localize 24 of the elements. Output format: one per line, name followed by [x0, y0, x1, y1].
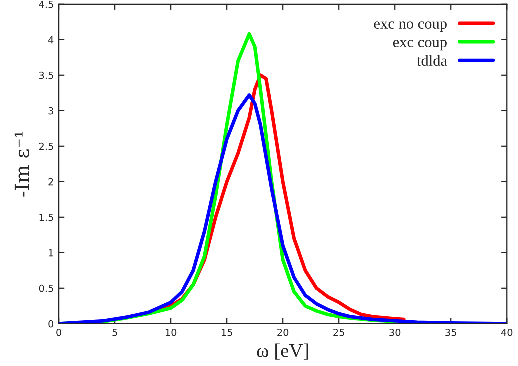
x-tick-label: 25 [334, 328, 344, 336]
x-tick-label: 35 [446, 328, 456, 336]
y-tick-label: 4 [48, 36, 54, 44]
x-axis-title: ω [eV] [257, 344, 308, 360]
y-tick-label: 0.5 [39, 284, 54, 292]
y-tick-label: 2 [48, 178, 54, 186]
y-tick-label: 1 [49, 250, 54, 257]
y-tick-label: 1.5 [40, 214, 54, 222]
y-tick-label: 3 [48, 107, 54, 115]
x-tick-label: 15 [222, 329, 232, 336]
y-tick-label: 0 [48, 320, 54, 328]
x-tick-label: 5 [112, 329, 118, 336]
x-tick-label: 40 [501, 328, 513, 336]
x-tick-label: 10 [166, 328, 177, 336]
legend-label: exc coup [393, 40, 447, 51]
legend-label: exc no coup [374, 22, 447, 32]
y-axis-title: -Im ε⁻¹ [14, 132, 30, 197]
x-tick-label: 30 [390, 328, 401, 336]
x-tick-label: 20 [278, 328, 289, 336]
legend-label: tdlda [417, 55, 448, 66]
y-tick-label: 2.5 [39, 142, 54, 150]
y-tick-label: 3.5 [39, 72, 54, 80]
y-tick-label: 4.5 [39, 1, 54, 8]
x-tick-label: 0 [56, 328, 62, 336]
